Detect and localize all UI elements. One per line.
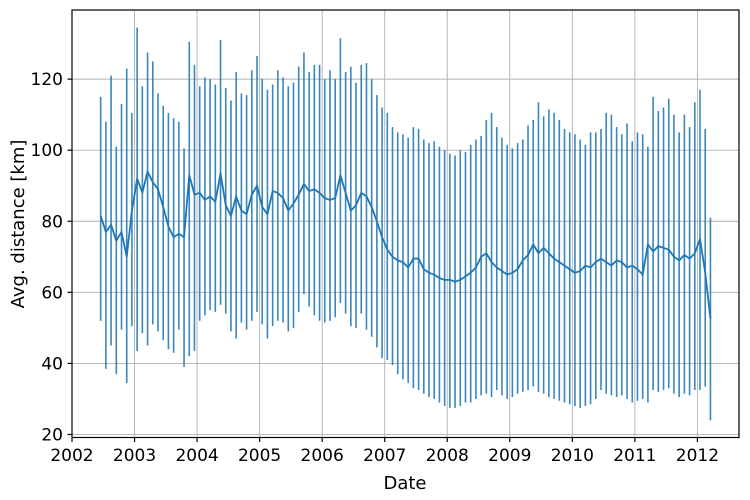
- x-tick-label: 2004: [175, 446, 218, 466]
- plot-background: [72, 10, 739, 438]
- y-tick-label: 120: [31, 70, 63, 90]
- x-tick-label: 2011: [613, 446, 656, 466]
- x-tick-label: 2010: [551, 446, 594, 466]
- x-tick-label: 2012: [676, 446, 719, 466]
- x-tick-label: 2005: [238, 446, 281, 466]
- x-tick-label: 2009: [488, 446, 531, 466]
- tick-layer: 2002 2003 2004 2005 2006 2007 2008 2009 2010 2011…: [31, 70, 719, 466]
- avg-distance-line: [99, 170, 712, 320]
- axes-spines: [71, 9, 740, 439]
- x-tick-label: 2006: [301, 446, 344, 466]
- x-tick-label: 2007: [363, 446, 406, 466]
- x-tick-label: 2003: [113, 446, 156, 466]
- axes-frame: [71, 9, 740, 439]
- y-tick-label: 20: [41, 425, 63, 445]
- x-axis-label: Date: [383, 473, 426, 494]
- avg-line-path: [99, 170, 712, 320]
- y-tick-label: 80: [41, 212, 63, 232]
- y-axis-label: Avg. distance [km]: [8, 140, 29, 309]
- y-tick-label: 40: [41, 354, 63, 374]
- x-tick-label: 2008: [426, 446, 469, 466]
- x-tick-label: 2002: [50, 446, 93, 466]
- y-tick-label: 60: [41, 283, 63, 303]
- y-tick-label: 100: [31, 141, 63, 161]
